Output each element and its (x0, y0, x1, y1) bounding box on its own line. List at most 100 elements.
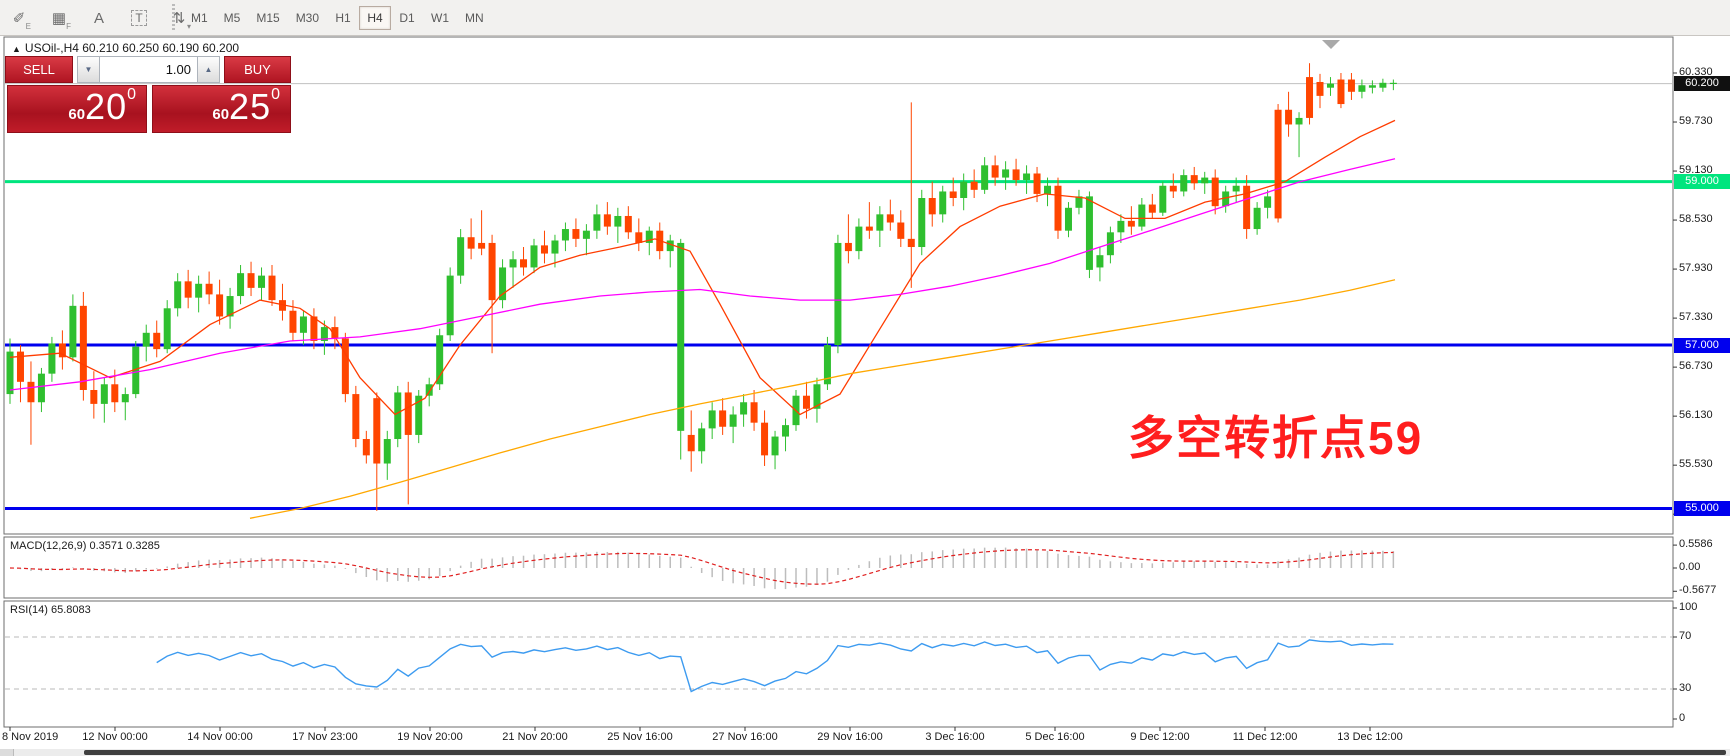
time-label-6: 25 Nov 16:00 (607, 731, 673, 743)
timeframe-M5[interactable]: M5 (223, 11, 241, 25)
candle (740, 402, 748, 415)
candle (1180, 175, 1188, 192)
candle (58, 343, 66, 358)
time-label-12: 11 Dec 12:00 (1232, 731, 1298, 743)
scrollbar-thumb[interactable] (84, 750, 1726, 755)
timeframe-D1[interactable]: D1 (399, 11, 415, 25)
price-label-57.93: 57.930 (1679, 262, 1713, 275)
candle (310, 316, 318, 341)
grid-icon[interactable]: ▦ F (51, 10, 71, 31)
candle (1358, 85, 1366, 92)
timeframe-M30[interactable]: M30 (295, 11, 320, 25)
candle (90, 389, 98, 404)
cycle-arrows-icon[interactable]: ⇅ ▾ (172, 10, 191, 31)
horizontal-scrollbar[interactable] (0, 749, 1730, 756)
candle (247, 273, 255, 288)
candle (1253, 207, 1261, 230)
candle (258, 275, 266, 288)
candle (48, 343, 56, 374)
candle (614, 215, 622, 227)
candle (394, 392, 402, 440)
candle (331, 327, 339, 339)
candle (1002, 169, 1010, 178)
candle (1190, 175, 1198, 184)
volume-increase-button[interactable]: ▲ (197, 56, 220, 83)
candle (205, 283, 213, 295)
symbol-ohlc-text: USOil-,H4 60.210 60.250 60.190 60.200 (24, 41, 240, 55)
candle (1044, 185, 1052, 194)
rsi-label: RSI(14) 65.8083 (10, 604, 91, 616)
candle (457, 237, 465, 276)
candle (645, 230, 653, 243)
time-label-7: 27 Nov 16:00 (712, 731, 778, 743)
timeframe-H1[interactable]: H1 (335, 11, 351, 25)
candle (561, 229, 569, 241)
price-label-55.53: 55.530 (1679, 458, 1713, 471)
candle (1295, 117, 1303, 125)
candle (1148, 204, 1156, 213)
symbol-ohlc-line: ▲ USOil-,H4 60.210 60.250 60.190 60.200 (12, 41, 239, 55)
candle (1169, 185, 1177, 192)
candle (1222, 191, 1230, 207)
rsi-axis-70: 70 (1679, 630, 1692, 642)
main-plot[interactable] (5, 63, 1672, 519)
time-label-10: 5 Dec 16:00 (1025, 731, 1085, 743)
timeframe-M1[interactable]: M1 (191, 11, 208, 25)
candle (278, 300, 286, 311)
chart-shift-icon[interactable]: ✐ E (12, 10, 31, 31)
sell-button[interactable]: SELL (5, 56, 73, 83)
volume-input[interactable] (100, 56, 197, 83)
candle (1379, 82, 1387, 88)
candle (1033, 173, 1041, 194)
candle (100, 384, 108, 404)
timeframe-MN[interactable]: MN (465, 11, 484, 25)
time-label-2: 14 Nov 00:00 (187, 731, 253, 743)
candle (897, 222, 905, 239)
macd-axis-0.00: 0.00 (1679, 561, 1701, 573)
macd-axis-0.5586: 0.5586 (1679, 538, 1713, 551)
price-label-59.73: 59.730 (1679, 115, 1713, 128)
sell-quote-button[interactable]: 60200 (7, 85, 147, 133)
candle (216, 294, 224, 317)
timeframe-H4[interactable]: H4 (359, 6, 392, 30)
collapse-triangle-icon[interactable]: ▲ (12, 44, 21, 54)
rsi-axis-30: 30 (1679, 682, 1692, 694)
one-click-trade-panel: SELL ▼ ▲ BUY 60200 60250 (5, 56, 295, 140)
sell-quote-price: 60200 (68, 86, 136, 127)
timeframe-bar: M1 M5 M15 M30 H1 H4 D1 W1 MN (183, 3, 492, 33)
candle (771, 436, 779, 456)
rsi-axis-0: 0 (1679, 712, 1686, 724)
candle (928, 198, 936, 215)
candle (132, 346, 140, 395)
text-label-icon[interactable]: A (93, 9, 104, 27)
candle (1117, 220, 1125, 233)
chart-scroll-marker-icon[interactable] (1322, 40, 1340, 49)
toolbar-icon-group: ✐ E ▦ F A T ⇅ ▾ (6, 3, 192, 33)
timeframe-W1[interactable]: W1 (431, 11, 450, 25)
candle (593, 214, 601, 231)
candle (949, 191, 957, 199)
buy-button[interactable]: BUY (224, 56, 291, 83)
candle (834, 242, 842, 346)
candle (226, 296, 234, 317)
time-label-8: 29 Nov 16:00 (817, 731, 883, 743)
candle (16, 351, 24, 382)
candle (540, 245, 548, 254)
textbox-icon[interactable]: T (126, 5, 152, 31)
price-label-59.13: 59.130 (1679, 164, 1713, 177)
ma-slow-line (249, 279, 1396, 519)
rsi-plot[interactable] (5, 636, 1672, 693)
macd-plot[interactable] (9, 547, 1395, 590)
candle (991, 165, 999, 178)
rsi-panel[interactable] (3, 600, 1674, 728)
candle (960, 181, 968, 199)
candle (352, 394, 360, 440)
timeframe-M15[interactable]: M15 (256, 11, 280, 25)
volume-decrease-button[interactable]: ▼ (77, 56, 100, 83)
candle (666, 240, 674, 252)
macd-panel[interactable] (3, 536, 1674, 599)
candle (729, 414, 737, 427)
buy-quote-button[interactable]: 60250 (152, 85, 291, 133)
candle (1201, 177, 1209, 184)
candle (603, 214, 611, 227)
